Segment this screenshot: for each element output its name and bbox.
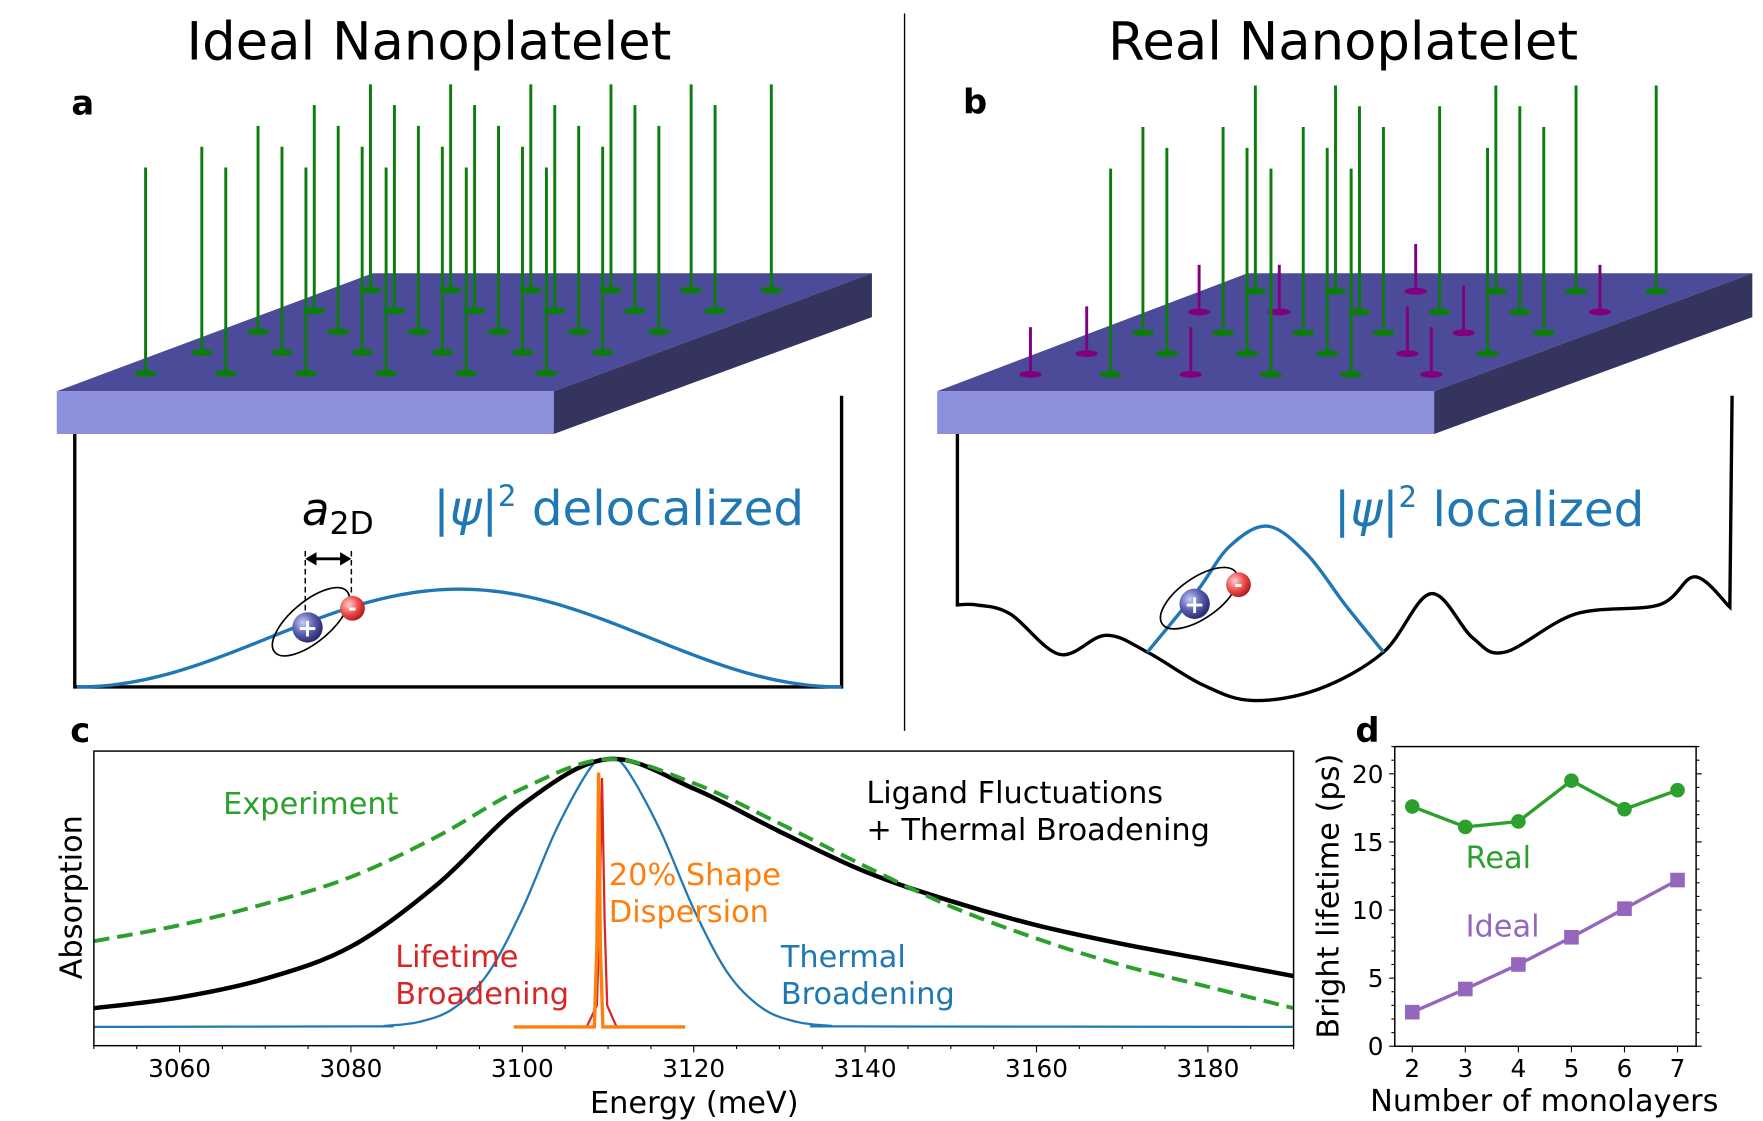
ligands-ideal — [134, 84, 783, 377]
x-tick-label: 5 — [1564, 1054, 1580, 1083]
exciton-orbit — [271, 586, 351, 657]
x-tick-label: 3060 — [148, 1054, 211, 1083]
ideal-data-point — [1617, 901, 1632, 916]
hole-ball — [1179, 588, 1210, 619]
real-data-point — [1617, 801, 1632, 817]
panel-c-absorption-chart: c 3060 3080 3100 3120 3140 3160 3180 Energy (m… — [55, 711, 1295, 1121]
experiment-label: Experiment — [223, 787, 398, 822]
shape-dispersion-label-line1: 20% Shape — [609, 858, 781, 893]
y-tick-label: 10 — [1352, 896, 1383, 925]
panel-d-xlabel: Number of monolayers — [1370, 1084, 1718, 1119]
panel-b: Real Nanoplatelet b |ψ|2 localized + - — [937, 12, 1753, 703]
panel-d-lifetime-chart: d 0 5 10 15 20 2 3 4 5 6 7 Number of monolayers Br… — [1312, 711, 1719, 1119]
nanoplatelet-slab-real — [937, 273, 1753, 435]
ideal-series-label: Ideal — [1466, 910, 1540, 945]
x-tick-label: 3080 — [319, 1054, 382, 1083]
exciton-real: + - — [1159, 566, 1251, 630]
x-tick-label: 2 — [1404, 1054, 1420, 1083]
ideal-data-point — [1511, 957, 1526, 972]
real-data-point — [1458, 819, 1473, 835]
x-tick-label: 4 — [1511, 1054, 1527, 1083]
panel-d-series — [1404, 773, 1685, 1020]
ideal-data-point — [1564, 929, 1579, 945]
thermal-broadening-label-line2: Broadening — [781, 977, 955, 1012]
x-tick-label: 6 — [1617, 1054, 1633, 1083]
y-tick-label: 15 — [1352, 828, 1383, 857]
series-20-shape-dispersion — [513, 772, 686, 1029]
y-tick-label: 5 — [1368, 964, 1384, 993]
panel-a: Ideal Nanoplatelet a a2D |ψ|2 delocalize… — [56, 12, 872, 689]
shape-dispersion-label-line2: Dispersion — [609, 895, 769, 930]
hole-plus-icon: + — [1184, 590, 1205, 619]
slab-top-face — [937, 273, 1753, 392]
panel-d-axes-frame — [1394, 745, 1697, 1047]
panel-c-ylabel: Absorption — [55, 815, 90, 979]
series-lifetime-broadening — [585, 777, 618, 1028]
potential-well-ideal — [73, 395, 844, 689]
hole-plus-icon: + — [297, 613, 318, 642]
panel-c-xlabel: Energy (meV) — [590, 1086, 799, 1121]
panel-c-annotations: Experiment Ligand Fluctuations + Thermal… — [223, 776, 1210, 1012]
panel-a-letter: a — [71, 84, 94, 123]
panel-d-ylabel: Bright lifetime (ps) — [1312, 754, 1347, 1039]
x-tick-label: 3 — [1457, 1054, 1473, 1083]
hole-ball — [292, 612, 323, 643]
lifetime-broadening-label-line1: Lifetime — [395, 940, 518, 975]
arrow-heads — [305, 552, 352, 566]
psi-delocalized-label: |ψ|2 delocalized — [433, 479, 804, 537]
ligand-fluctuations-label-line2: + Thermal Broadening — [866, 813, 1210, 848]
panel-c-letter: c — [70, 711, 90, 750]
panel-b-title: Real Nanoplatelet — [1108, 12, 1578, 73]
panel-d-letter: d — [1355, 711, 1379, 750]
ideal-data-point — [1670, 872, 1685, 888]
electron-ball — [340, 595, 365, 621]
ideal-series-line — [1411, 878, 1679, 1014]
panel-c-curves — [93, 756, 1294, 1029]
x-tick-label: 3180 — [1176, 1054, 1239, 1083]
y-tick-label: 20 — [1352, 760, 1383, 789]
exciton-ideal: + - — [271, 586, 365, 657]
real-series-label: Real — [1466, 841, 1531, 876]
x-tick-label: 3160 — [1005, 1054, 1068, 1083]
panel-d-ticks: 0 5 10 15 20 2 3 4 5 6 7 — [1352, 746, 1702, 1083]
series-ligand-fluctuations-thermal-broadening — [93, 756, 1294, 1011]
real-data-point — [1670, 782, 1685, 798]
real-data-point — [1404, 799, 1420, 814]
psi-localized-label: |ψ|2 localized — [1334, 480, 1644, 538]
wavefunction-localized — [1146, 524, 1385, 654]
panel-a-title: Ideal Nanoplatelet — [187, 12, 672, 73]
series-experiment — [93, 757, 1294, 1011]
panel-c-x-ticks: 3060 3080 3100 3120 3140 3160 3180 — [93, 1045, 1295, 1083]
electron-ball — [1226, 572, 1251, 598]
x-tick-label: 3100 — [491, 1054, 554, 1083]
bohr-radius-marker: a2D — [302, 483, 374, 613]
exciton-orbit — [1159, 566, 1239, 630]
real-data-point — [1511, 814, 1526, 829]
electron-minus-icon: - — [1234, 572, 1242, 596]
ideal-data-point — [1404, 1004, 1420, 1020]
x-tick-label: 7 — [1670, 1054, 1686, 1083]
real-series-line — [1411, 778, 1679, 829]
x-tick-label: 3120 — [662, 1054, 725, 1083]
slab-top-face — [56, 273, 872, 392]
panel-b-letter: b — [963, 83, 987, 122]
ligand-fluctuations-label-line1: Ligand Fluctuations — [866, 776, 1163, 811]
y-tick-label: 0 — [1368, 1032, 1384, 1061]
nanoplatelet-slab-ideal — [56, 273, 872, 435]
x-tick-label: 3140 — [834, 1054, 897, 1083]
slab-front-face — [56, 391, 554, 435]
slab-side-face — [1434, 273, 1753, 435]
real-data-point — [1564, 773, 1579, 788]
lifetime-broadening-label-line2: Broadening — [395, 977, 569, 1012]
slab-front-face — [937, 391, 1435, 435]
slab-side-face — [553, 273, 872, 435]
wavefunction-delocalized — [76, 587, 842, 689]
ligands-real — [1019, 85, 1668, 378]
potential-well-real — [955, 395, 1734, 703]
ideal-data-point — [1458, 981, 1473, 997]
bohr-radius-label: a2D — [302, 483, 374, 542]
electron-minus-icon: - — [348, 596, 356, 620]
thermal-broadening-label-line1: Thermal — [780, 940, 906, 975]
